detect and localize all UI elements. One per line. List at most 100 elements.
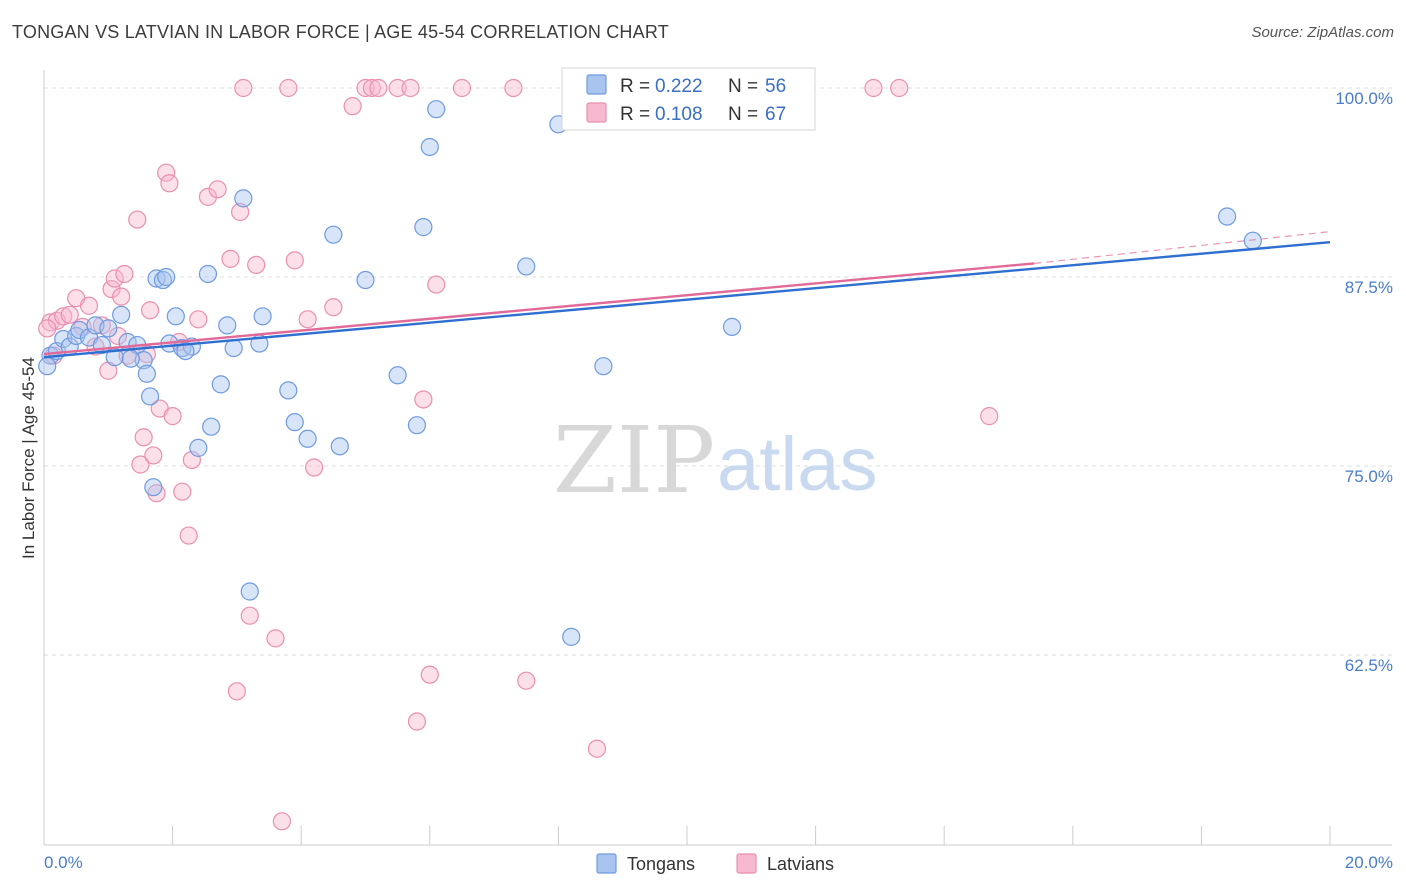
latvians-point-47 <box>324 298 343 317</box>
tongans-point-19 <box>157 267 176 287</box>
tongans-point-25 <box>198 264 218 284</box>
axes <box>43 70 1392 846</box>
tongans-point-21 <box>166 307 185 326</box>
chart-source: Source: ZipAtlas.com <box>1251 24 1394 41</box>
tongans-point-45 <box>517 257 536 276</box>
latvians-point-19 <box>134 428 153 447</box>
legend-top: R = 0.222 N = 56 R = 0.108 N = 67 <box>561 67 816 131</box>
tongans-point-39 <box>356 270 375 290</box>
latvians-point-17 <box>128 210 147 229</box>
latvians-point-61 <box>587 739 607 758</box>
latvians-point-42 <box>272 812 292 831</box>
latvians-point-35 <box>221 249 240 268</box>
latvians-point-15 <box>115 264 134 284</box>
tongans-point-52 <box>38 357 57 376</box>
latvians-trend-line-extension <box>1034 231 1331 264</box>
latvians-point-65 <box>980 407 999 426</box>
tongans-point-36 <box>298 429 317 448</box>
watermark: ZIP atlas <box>553 407 878 514</box>
y-axis-title: In Labor Force | Age 45-54 <box>19 357 38 559</box>
legend-swatch-latvians <box>586 102 607 123</box>
latvians-point-27 <box>163 407 182 426</box>
latvians-point-63 <box>864 78 883 98</box>
latvians-point-30 <box>179 526 198 545</box>
tongans-point-49 <box>722 317 742 336</box>
legend-r-value-tongans: 0.222 <box>655 76 703 97</box>
tongans-point-17 <box>147 269 166 288</box>
y-tick-label-0: 62.5% <box>1345 656 1393 675</box>
y-tick-label-3: 100.0% <box>1335 89 1393 108</box>
latvians-point-38 <box>234 78 253 98</box>
trend-lines <box>43 231 1331 359</box>
tongans-point-41 <box>407 416 427 435</box>
tongans-point-14 <box>137 364 156 383</box>
tongans-point-26 <box>202 417 221 436</box>
tongans-point-24 <box>189 438 208 457</box>
tongans-point-8 <box>99 319 118 338</box>
latvians-point-18 <box>131 455 150 474</box>
latvians-point-33 <box>198 187 218 206</box>
latvians-point-11 <box>102 279 121 299</box>
tongans-point-48 <box>594 357 613 376</box>
latvians-point-60 <box>517 671 536 690</box>
legend-bottom-swatch-tongans <box>596 853 617 874</box>
tongans-trend-line <box>43 241 1331 359</box>
latvians-point-4 <box>60 305 79 324</box>
latvians-point-56 <box>420 665 439 684</box>
latvians-point-43 <box>279 78 298 98</box>
latvians-point-52 <box>388 78 407 98</box>
tongans-point-31 <box>240 582 259 601</box>
legend-bottom-swatch-latvians <box>736 853 757 874</box>
latvians-point-22 <box>144 446 163 465</box>
latvians-point-48 <box>343 97 362 116</box>
tongans-point-16 <box>144 478 163 497</box>
latvians-point-29 <box>173 482 192 501</box>
tongans-point-55 <box>176 341 195 361</box>
latvians-point-44 <box>285 251 304 270</box>
latvians-point-41 <box>266 629 285 648</box>
watermark-atlas: atlas <box>717 422 878 507</box>
y-tick-labels: 62.5% 75.0% 87.5% 100.0% <box>1335 89 1393 675</box>
legend-n-label-latvians: N = <box>728 104 758 125</box>
latvians-point-49 <box>356 78 375 98</box>
legend-r-value-latvians: 0.108 <box>655 104 703 125</box>
latvians-point-55 <box>414 390 433 409</box>
legend-bottom-label-tongans: Tongans <box>627 854 695 874</box>
tongans-point-30 <box>234 189 253 208</box>
tongans-point-18 <box>153 270 173 290</box>
latvians-point-12 <box>105 269 124 288</box>
latvians-point-50 <box>362 78 382 98</box>
tongans-point-42 <box>414 218 433 237</box>
latvians-point-13 <box>108 326 128 346</box>
x-tick-labels: 0.0% 20.0% <box>44 853 1393 872</box>
latvians-point-57 <box>427 275 446 294</box>
tongans-point-51 <box>1243 231 1262 250</box>
legend-r-label-latvians: R = <box>620 104 650 125</box>
legend-n-value-tongans: 56 <box>765 76 786 97</box>
y-tick-label-2: 87.5% <box>1345 278 1393 297</box>
latvians-point-53 <box>401 78 420 98</box>
tongans-point-28 <box>218 316 237 335</box>
latvians-point-14 <box>112 287 131 306</box>
tongans-point-10 <box>112 305 131 324</box>
tongans-point-40 <box>388 366 407 385</box>
legend-n-label-tongans: N = <box>728 76 758 97</box>
legend-swatch-tongans <box>586 74 607 95</box>
tongans-point-33 <box>253 307 272 326</box>
latvians-point-45 <box>298 310 317 329</box>
latvians-point-34 <box>208 180 227 199</box>
x-tick-label-1: 20.0% <box>1345 853 1393 872</box>
tongans-point-29 <box>224 338 243 358</box>
tongans-point-43 <box>420 137 439 157</box>
chart-title: TONGAN VS LATVIAN IN LABOR FORCE | AGE 4… <box>12 22 669 42</box>
legend-bottom: Tongans Latvians <box>596 853 834 874</box>
x-tick-label-0: 0.0% <box>44 853 83 872</box>
tongans-point-37 <box>324 225 343 244</box>
latvians-point-32 <box>189 310 208 329</box>
y-tick-label-1: 75.0% <box>1345 467 1393 486</box>
latvians-point-64 <box>890 78 909 98</box>
latvians-point-66 <box>38 319 57 338</box>
latvians-point-46 <box>304 458 324 477</box>
tongans-point-34 <box>279 381 298 400</box>
